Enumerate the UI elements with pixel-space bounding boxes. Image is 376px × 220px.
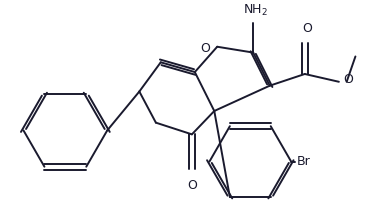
Text: Br: Br — [297, 155, 311, 168]
Text: NH$_2$: NH$_2$ — [243, 2, 268, 18]
Text: O: O — [343, 73, 353, 86]
Text: O: O — [187, 179, 197, 192]
Text: O: O — [200, 42, 211, 55]
Text: O: O — [302, 22, 312, 35]
